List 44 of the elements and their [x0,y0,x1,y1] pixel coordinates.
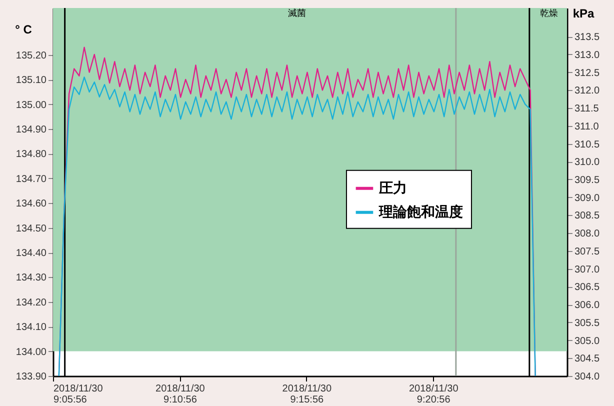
annotation: 乾燥 [540,8,558,18]
y-tick-label: 135.10 [16,75,47,86]
y-tick-label: 134.60 [16,198,47,210]
y-tick-label: 135.00 [16,100,47,111]
y2-tick-label: 306.0 [574,300,600,312]
y2-tick-label: 306.5 [574,282,600,294]
y2-tick-label: 310.5 [574,139,600,150]
y-tick-label: 134.10 [16,322,47,334]
y2-tick-label: 312.0 [574,86,600,97]
y2-tick-label: 304.0 [574,372,600,382]
y-axis-title: ° C [15,22,32,36]
y-tick-label: 134.80 [16,149,47,160]
y2-tick-label: 305.0 [574,336,600,347]
legend-label: 圧力 [378,179,407,196]
y2-tick-label: 311.5 [574,104,600,115]
y2-tick-label: 313.0 [574,50,600,61]
x-tick-label: 2018/11/30 9:20:56 [408,384,459,406]
x-tick-label: 2018/11/30 9:05:56 [54,384,104,406]
legend-label: 理論飽和温度 [378,203,463,220]
y-tick-label: 134.70 [16,174,47,185]
y2-tick-label: 307.0 [574,264,600,276]
y2-tick-label: 305.5 [574,318,600,329]
y2-tick-label: 311.0 [574,121,600,132]
y2-tick-label: 309.0 [574,192,600,204]
y-tick-label: 134.90 [16,124,47,136]
y2-tick-label: 309.5 [574,174,600,186]
y-tick-label: 134.40 [16,248,47,260]
y2-tick-label: 310.0 [574,157,600,168]
y2-axis-title: kPa [572,6,594,20]
y2-tick-label: 313.5 [574,32,600,44]
y2-tick-label: 308.5 [574,210,600,222]
y2-tick-label: 307.5 [574,246,600,258]
x-tick-label: 2018/11/30 9:10:56 [156,384,206,406]
y2-tick-label: 312.5 [574,68,600,79]
y2-tick-label: 304.5 [574,354,600,365]
annotation: 滅菌 [288,8,306,18]
y-tick-label: 135.20 [16,50,47,62]
y-tick-label: 133.90 [16,372,47,382]
x-tick-label: 2018/11/30 9:15:56 [282,384,332,406]
y2-tick-label: 308.0 [574,228,600,240]
y-tick-label: 134.00 [16,346,47,358]
y-tick-label: 134.50 [16,223,47,234]
y-tick-label: 134.30 [16,272,47,284]
y-tick-label: 134.20 [16,297,47,308]
